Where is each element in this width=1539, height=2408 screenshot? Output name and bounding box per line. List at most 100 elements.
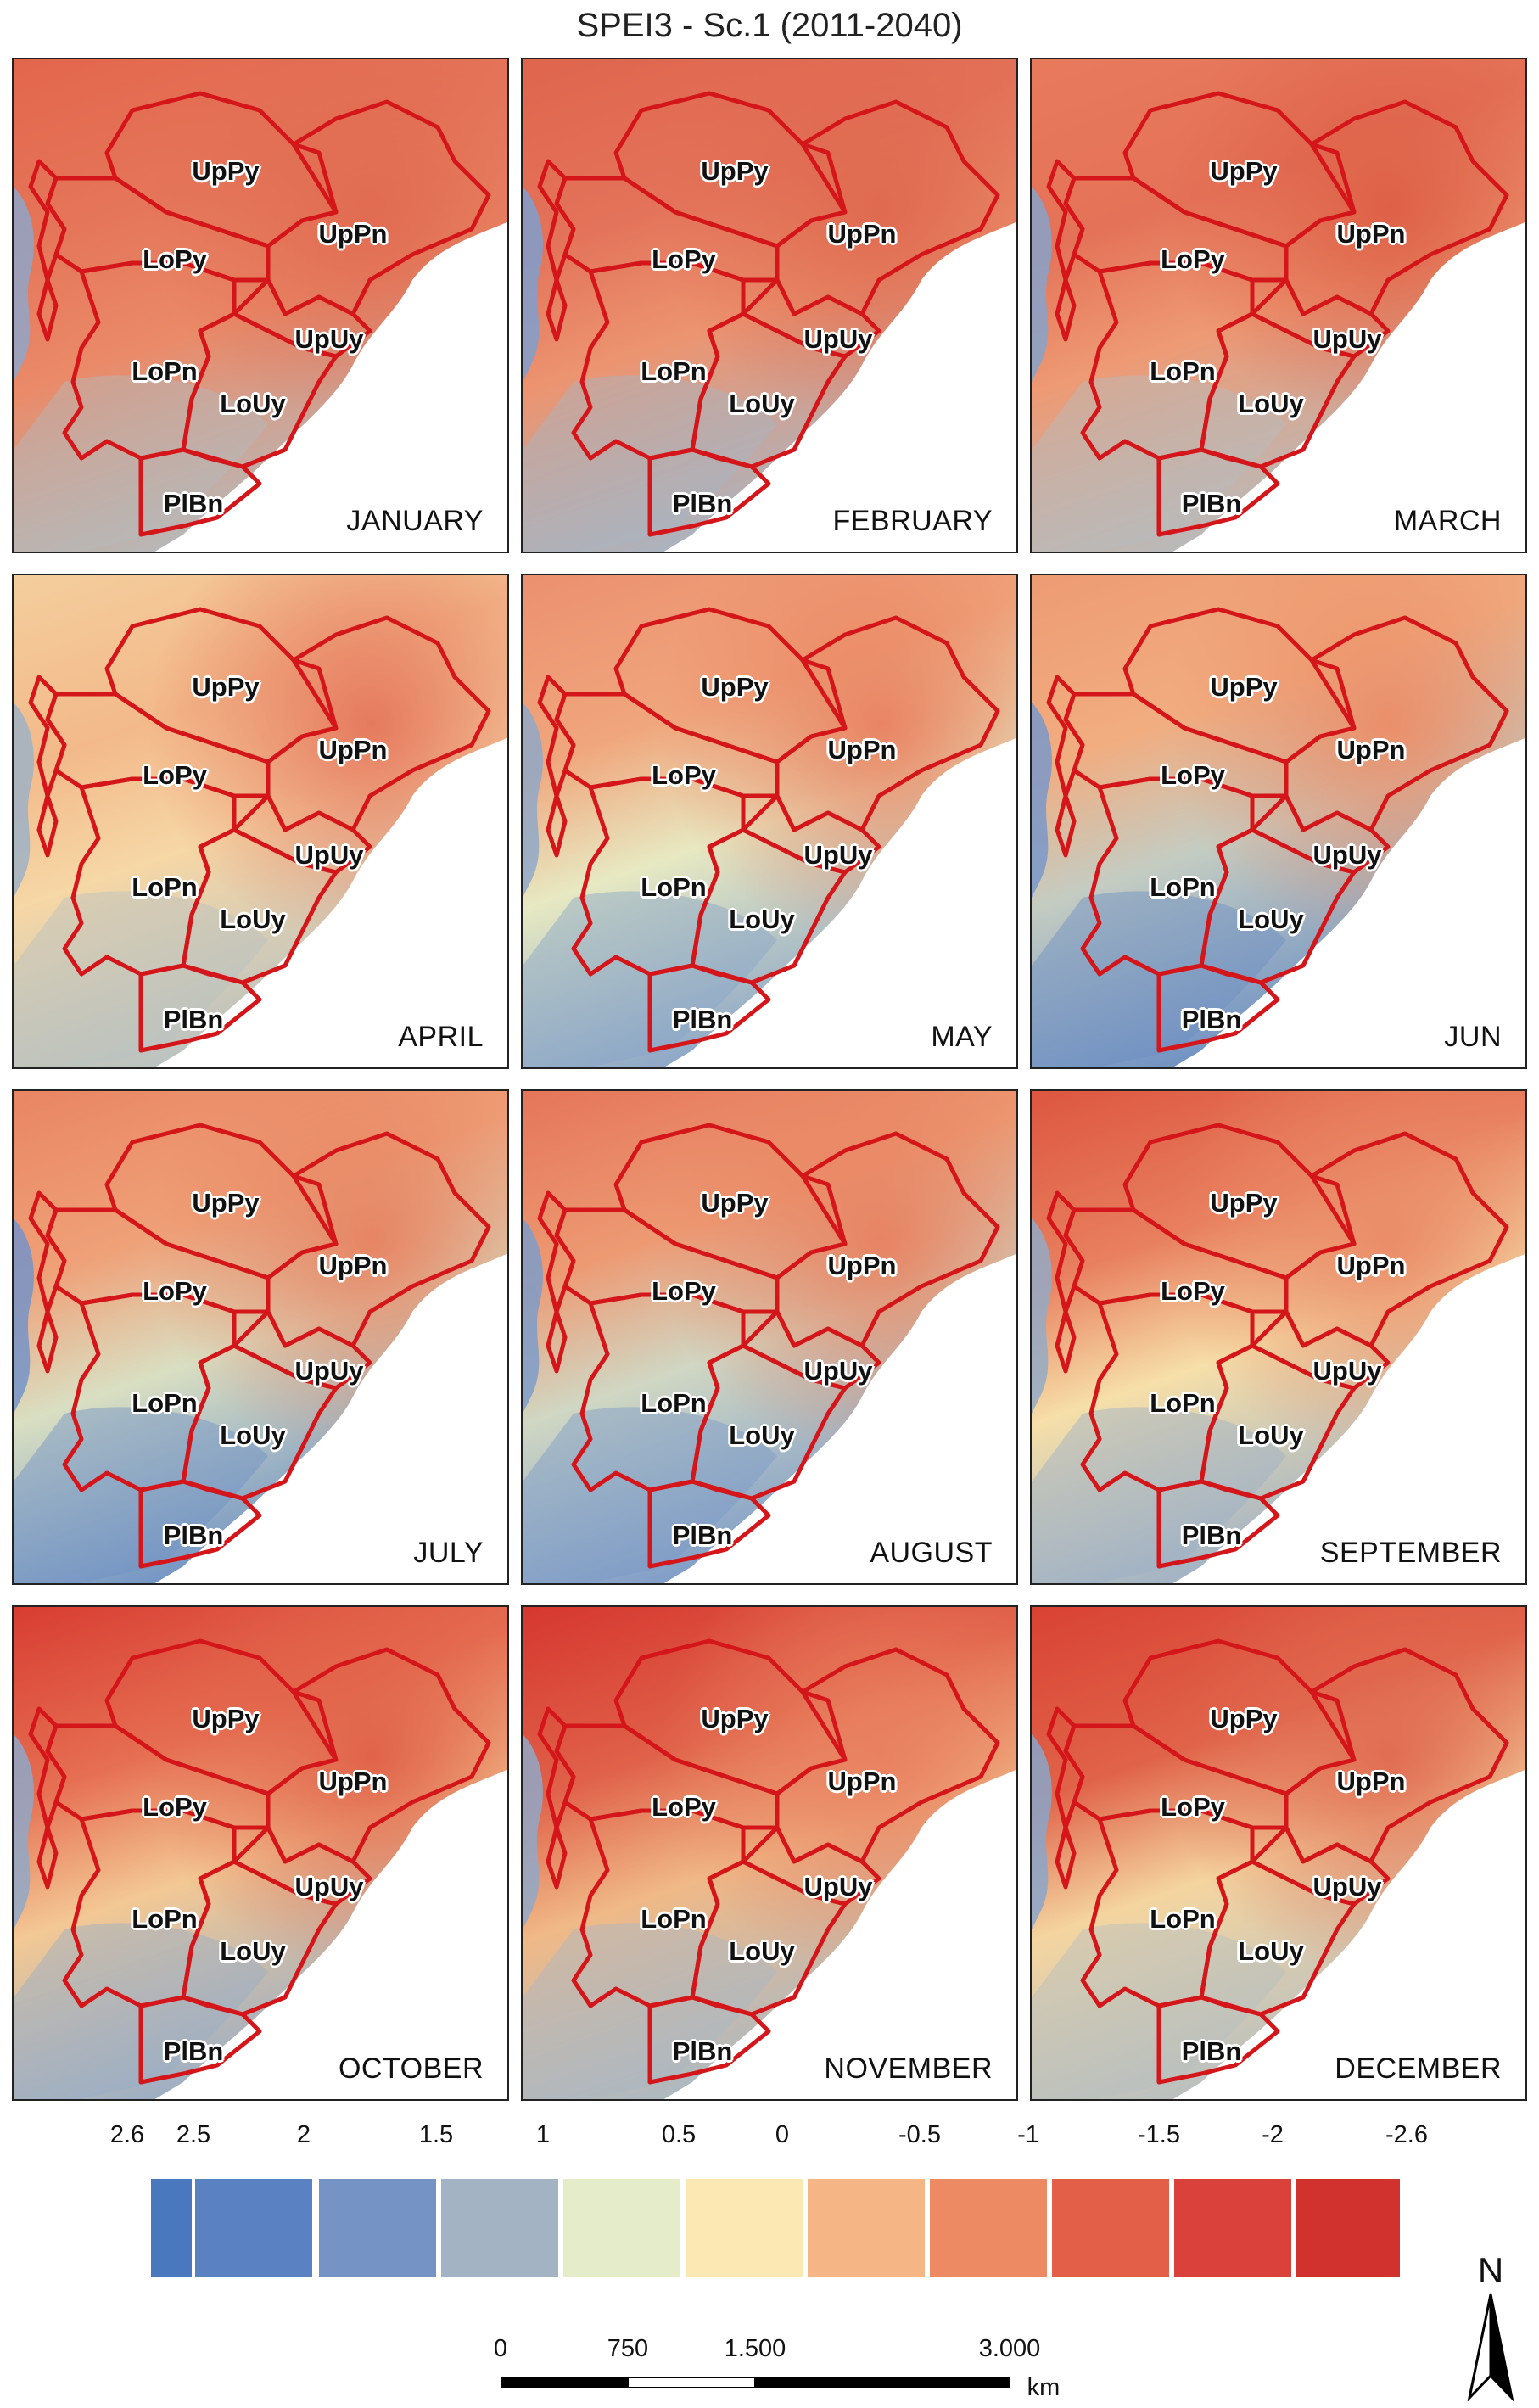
basin-label-lopy: LoPy bbox=[652, 244, 716, 274]
basin-label-upuy: UpUy bbox=[1312, 840, 1382, 870]
legend-tick: 1.5 bbox=[418, 2121, 454, 2148]
map-panel-february: UpPy UpPn LoPy UpUy LoPn LoUy PlBn FEBRUARY bbox=[521, 58, 1018, 553]
north-arrow-icon bbox=[1467, 2293, 1514, 2401]
legend-swatch bbox=[1296, 2179, 1400, 2277]
basin-label-lopn: LoPn bbox=[1150, 872, 1216, 902]
basin-boundary-5 bbox=[1199, 1343, 1357, 1501]
land-raster-overlay bbox=[523, 1607, 1016, 2099]
estuary bbox=[718, 1012, 777, 1041]
spei-map bbox=[14, 1091, 507, 1583]
basin-label-plbn: PlBn bbox=[672, 489, 733, 518]
basin-label-plbn: PlBn bbox=[1181, 2036, 1242, 2066]
andes-highland-zone bbox=[14, 1734, 34, 1929]
map-panel-november: UpPy UpPn LoPy UpUy LoPn LoUy PlBn NOVEMBER bbox=[521, 1605, 1018, 2101]
legend-tick: -0.5 bbox=[898, 2121, 941, 2148]
basin-boundary-6 bbox=[138, 963, 262, 1053]
basin-label-upuy: UpUy bbox=[294, 324, 364, 354]
month-label: DECEMBER bbox=[1335, 2052, 1502, 2085]
basin-label-uppy: UpPy bbox=[192, 1704, 260, 1733]
basin-label-uppy: UpPy bbox=[701, 672, 769, 702]
legend-tick: -2 bbox=[1262, 2121, 1284, 2148]
basin-boundary-7 bbox=[537, 1706, 576, 1890]
month-label: APRIL bbox=[398, 1021, 484, 1053]
basin-boundary-1 bbox=[775, 1131, 1000, 1348]
basin-boundary-5 bbox=[1199, 311, 1357, 469]
land-raster-overlay bbox=[14, 59, 507, 552]
basin-label-lopn: LoPn bbox=[132, 356, 198, 386]
basin-label-plbn: PlBn bbox=[672, 2036, 733, 2066]
basin-boundary-7 bbox=[537, 159, 576, 342]
basin-label-uppn: UpPn bbox=[1336, 219, 1406, 249]
map-panel-august: UpPy UpPn LoPy UpUy LoPn LoUy PlBn AUGUST bbox=[521, 1089, 1018, 1585]
spei-map bbox=[523, 1607, 1016, 2099]
basin-label-louy: LoUy bbox=[220, 389, 286, 418]
basin-boundary-5 bbox=[690, 827, 848, 985]
andes-highland-zone bbox=[1032, 1218, 1052, 1414]
basin-boundary-6 bbox=[647, 1995, 771, 2085]
basin-boundary-7 bbox=[537, 1190, 576, 1374]
scale-bar: 0 750 1.500 3.000 km bbox=[494, 2335, 1061, 2403]
basin-label-upuy: UpUy bbox=[1312, 324, 1382, 354]
basin-label-lopy: LoPy bbox=[143, 1792, 207, 1822]
basin-label-uppn: UpPn bbox=[1336, 735, 1406, 764]
basin-boundary-6 bbox=[138, 1995, 262, 2085]
basin-label-uppy: UpPy bbox=[192, 672, 260, 702]
basin-label-upuy: UpUy bbox=[1312, 1872, 1382, 1901]
map-panel-october: UpPy UpPn LoPy UpUy LoPn LoUy PlBn OCTOBER bbox=[12, 1605, 509, 2101]
spei-map bbox=[523, 575, 1016, 1067]
basin-boundary-1 bbox=[1284, 1131, 1509, 1348]
basin-label-louy: LoUy bbox=[1238, 389, 1304, 418]
legend-swatch bbox=[151, 2179, 192, 2277]
basin-boundary-5 bbox=[181, 827, 339, 985]
basin-boundary-1 bbox=[266, 1647, 491, 1864]
scale-label-1500: 1.500 bbox=[724, 2335, 786, 2362]
legend-swatch bbox=[563, 2179, 680, 2277]
month-label: NOVEMBER bbox=[824, 2052, 993, 2085]
basin-label-uppy: UpPy bbox=[1210, 1704, 1278, 1733]
basin-boundary-6 bbox=[1156, 1995, 1280, 2085]
figure-title: SPEI3 - Sc.1 (2011-2040) bbox=[576, 7, 963, 44]
basin-label-plbn: PlBn bbox=[672, 1520, 733, 1550]
legend-swatch bbox=[930, 2179, 1047, 2277]
month-label: MAY bbox=[931, 1021, 993, 1053]
basin-label-uppn: UpPn bbox=[827, 219, 897, 249]
basin-label-lopy: LoPy bbox=[143, 1276, 207, 1306]
basin-boundary-1 bbox=[775, 615, 1000, 832]
spei-map bbox=[523, 1091, 1016, 1583]
scale-label-750: 750 bbox=[607, 2335, 649, 2362]
basin-label-plbn: PlBn bbox=[163, 489, 224, 518]
month-label: JULY bbox=[413, 1537, 484, 1569]
basin-label-louy: LoUy bbox=[729, 904, 795, 934]
basin-boundary-7 bbox=[28, 1706, 67, 1890]
basin-label-uppn: UpPn bbox=[827, 1767, 897, 1796]
legend-tick: 0.5 bbox=[661, 2121, 697, 2148]
legend-tick: 0 bbox=[775, 2121, 790, 2148]
basin-boundary-1 bbox=[775, 1647, 1000, 1864]
estuary bbox=[718, 1528, 777, 1557]
andes-highland-zone bbox=[523, 1218, 543, 1414]
basin-label-uppn: UpPn bbox=[1336, 1767, 1406, 1796]
legend-swatch bbox=[1174, 2179, 1291, 2277]
basin-boundary-1 bbox=[1284, 99, 1509, 316]
basin-boundary-5 bbox=[690, 311, 848, 469]
legend-tick: 2 bbox=[296, 2121, 311, 2148]
land-raster-overlay bbox=[523, 575, 1016, 1067]
basin-boundary-1 bbox=[775, 99, 1000, 316]
basin-label-upuy: UpUy bbox=[1312, 1356, 1382, 1386]
legend-tick: -1.5 bbox=[1138, 2121, 1180, 2148]
basin-boundary-6 bbox=[647, 963, 771, 1053]
land-raster-overlay bbox=[1032, 1091, 1525, 1583]
basin-boundary-1 bbox=[266, 1131, 491, 1348]
legend-tick: 2.6 bbox=[109, 2121, 145, 2148]
map-panel-july: UpPy UpPn LoPy UpUy LoPn LoUy PlBn JULY bbox=[12, 1089, 509, 1585]
north-label: N bbox=[1477, 2250, 1504, 2290]
land-raster-overlay bbox=[1032, 575, 1525, 1067]
north-arrow: N bbox=[1461, 2250, 1520, 2403]
scale-bar-graphic bbox=[501, 2377, 1010, 2388]
andes-highland-zone bbox=[14, 1218, 34, 1414]
map-grid: UpPy UpPn LoPy UpUy LoPn LoUy PlBn JANUARY UpPy U… bbox=[12, 58, 1527, 2111]
basin-label-uppy: UpPy bbox=[192, 156, 260, 186]
basin-boundary-1 bbox=[1284, 615, 1509, 832]
map-panel-march: UpPy UpPn LoPy UpUy LoPn LoUy PlBn MARCH bbox=[1030, 58, 1527, 553]
basin-label-uppn: UpPn bbox=[827, 1251, 897, 1280]
